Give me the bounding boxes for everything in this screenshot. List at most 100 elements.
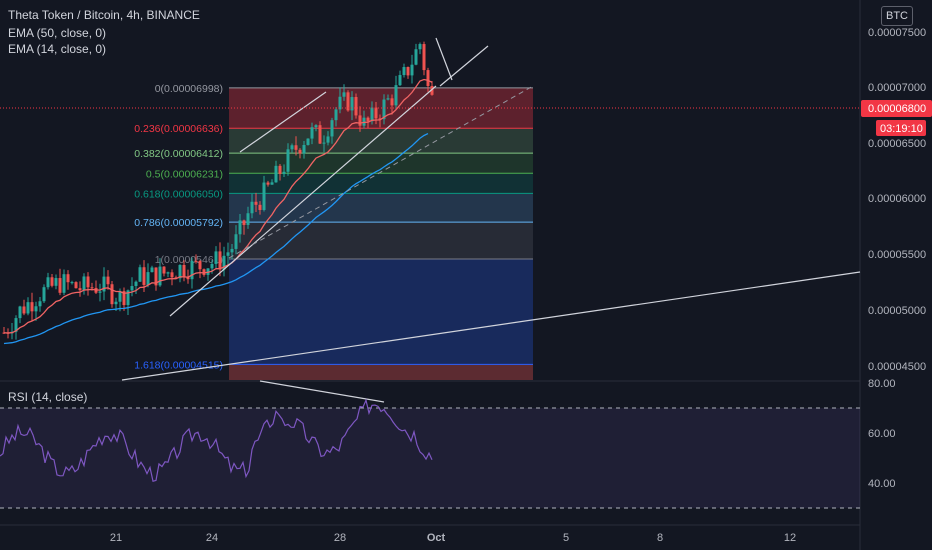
candle-body — [390, 98, 394, 106]
candle-body — [86, 276, 90, 288]
candle-body — [370, 107, 374, 122]
fib-zone — [229, 128, 533, 154]
candle-body — [378, 118, 382, 120]
candle-body — [418, 44, 422, 50]
candle-body — [394, 85, 398, 106]
time-axis-tick: 5 — [563, 532, 569, 544]
candle-body — [362, 117, 366, 126]
candle-body — [270, 182, 274, 185]
fib-zone — [229, 153, 533, 174]
candle-body — [34, 306, 38, 312]
candle-body — [146, 272, 150, 285]
candle-body — [38, 301, 42, 307]
time-axis-tick: 28 — [334, 532, 346, 544]
candle-body — [414, 49, 418, 65]
candle-body — [122, 291, 126, 306]
candle-body — [194, 260, 198, 262]
candle-body — [214, 251, 218, 264]
candle-body — [106, 276, 110, 285]
candle-body — [382, 99, 386, 120]
candle-body — [130, 286, 134, 291]
ema14-legend[interactable]: EMA (14, close, 0) — [8, 42, 107, 56]
candle-body — [238, 220, 242, 235]
price-badge-value: 0.00006800 — [868, 103, 926, 115]
candle-body — [234, 234, 238, 249]
candle-body — [222, 255, 226, 270]
price-axis-tick: 0.00007000 — [868, 82, 926, 94]
candle-body — [126, 290, 130, 306]
rsi-axis-tick: 40.00 — [868, 478, 896, 490]
candle-body — [342, 92, 346, 97]
trendline-support — [169, 85, 437, 317]
candle-body — [338, 96, 342, 110]
rsi-legend[interactable]: RSI (14, close) — [8, 390, 88, 404]
candle-body — [98, 291, 102, 293]
candle-body — [266, 182, 270, 185]
candle-body — [294, 145, 298, 150]
candle-body — [350, 97, 354, 111]
candle-body — [74, 282, 78, 289]
trendline-long-term — [121, 271, 861, 381]
fib-level-label: 0.786(0.00005792) — [134, 217, 223, 229]
trendline-extension — [439, 45, 489, 87]
price-axis-tick: 0.00005500 — [868, 249, 926, 261]
fib-level-label: 0.618(0.00006050) — [134, 188, 223, 200]
candle-body — [46, 277, 50, 288]
fib-zone — [229, 173, 533, 194]
candle-body — [318, 125, 322, 144]
candle-body — [374, 107, 378, 119]
candle-body — [346, 92, 350, 111]
fib-level-label: 0(0.00006998) — [155, 83, 223, 95]
candle-body — [82, 276, 86, 291]
candle-body — [202, 269, 206, 275]
candle-body — [158, 266, 162, 286]
candle-body — [18, 306, 22, 319]
candle-body — [302, 144, 306, 154]
candle-body — [78, 288, 82, 291]
candle-body — [218, 251, 222, 270]
candle-body — [186, 277, 190, 280]
candle-body — [230, 248, 234, 253]
candle-body — [90, 287, 94, 289]
candle-body — [178, 264, 182, 279]
candle-body — [354, 97, 358, 116]
candle-body — [174, 277, 178, 279]
candle-body — [62, 274, 66, 293]
currency-badge[interactable]: BTC — [881, 6, 913, 26]
candle-body — [42, 287, 46, 302]
candle-body — [102, 276, 106, 292]
candle-body — [242, 220, 246, 225]
candle-body — [138, 267, 142, 282]
candle-body — [330, 120, 334, 137]
candle-body — [110, 284, 114, 305]
time-axis-tick: 21 — [110, 532, 122, 544]
countdown-badge-bg — [876, 120, 926, 136]
rsi-axis-tick: 80.00 — [868, 378, 896, 390]
candle-body — [134, 281, 138, 287]
candle-body — [422, 44, 426, 71]
candle-body — [54, 278, 58, 286]
price-axis-tick: 0.00005000 — [868, 305, 926, 317]
candle-body — [170, 272, 174, 278]
candle-body — [402, 67, 406, 76]
candle-body — [410, 64, 414, 76]
candle-body — [150, 267, 154, 273]
candle-body — [298, 149, 302, 154]
ema50-legend[interactable]: EMA (50, close, 0) — [8, 26, 107, 40]
candle-body — [286, 149, 290, 172]
candle-body — [14, 318, 18, 332]
candle-body — [326, 136, 330, 143]
candle-body — [282, 171, 286, 174]
ema50-line — [3, 133, 429, 345]
fib-zone-extension — [229, 364, 533, 380]
candle-body — [366, 117, 370, 122]
time-axis-tick: 12 — [784, 532, 796, 544]
rsi-divergence-line — [259, 380, 385, 403]
candle-body — [142, 267, 146, 285]
candle-body — [398, 75, 402, 86]
candle-body — [182, 264, 186, 278]
fib-zone — [229, 222, 533, 260]
fib-level-label: 1.618(0.00004515) — [134, 359, 223, 371]
fib-level-label: 0.5(0.00006231) — [146, 168, 223, 180]
